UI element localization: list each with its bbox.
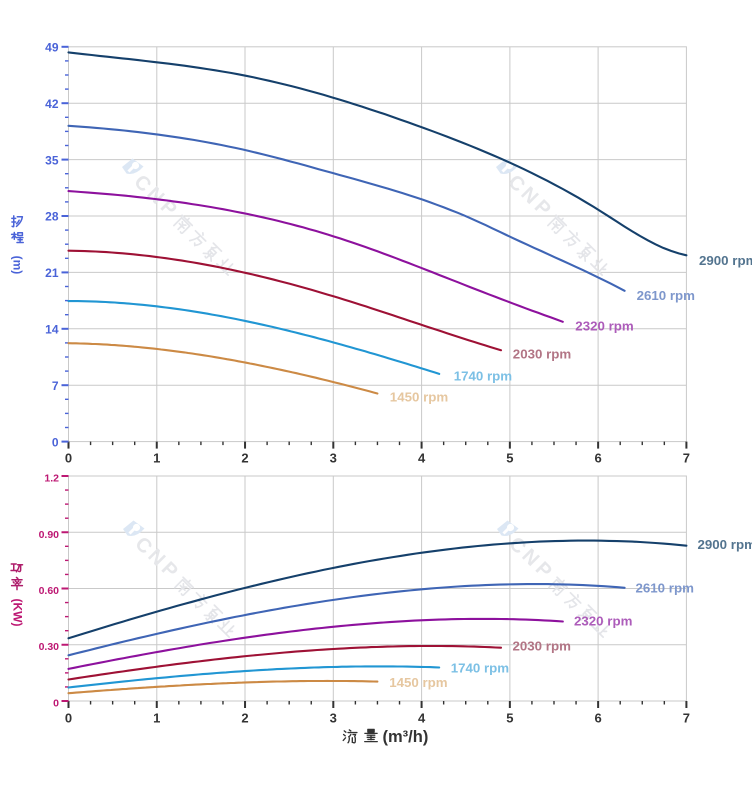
- svg-text:7: 7: [683, 451, 690, 466]
- svg-text:2: 2: [241, 451, 248, 466]
- svg-text:(m): (m): [11, 256, 25, 275]
- svg-text:14: 14: [45, 323, 59, 337]
- svg-text:21: 21: [45, 266, 59, 280]
- svg-text:0.90: 0.90: [39, 529, 60, 541]
- svg-text:2: 2: [241, 711, 248, 726]
- svg-text:0.60: 0.60: [39, 585, 60, 597]
- svg-text:49: 49: [45, 41, 59, 55]
- svg-text:3: 3: [330, 451, 337, 466]
- svg-text:2320 rpm: 2320 rpm: [574, 613, 632, 628]
- svg-text:1450 rpm: 1450 rpm: [390, 389, 448, 404]
- svg-text:1.2: 1.2: [44, 473, 59, 485]
- svg-text:28: 28: [45, 210, 59, 224]
- svg-text:7: 7: [683, 711, 690, 726]
- svg-text:5: 5: [506, 711, 513, 726]
- svg-text:(m³/h): (m³/h): [383, 728, 429, 746]
- svg-text:1740 rpm: 1740 rpm: [454, 369, 512, 384]
- svg-text:(KW): (KW): [11, 599, 25, 627]
- svg-text:7: 7: [52, 379, 59, 393]
- svg-text:2610 rpm: 2610 rpm: [637, 288, 695, 303]
- svg-text:2030 rpm: 2030 rpm: [513, 346, 571, 361]
- svg-text:2900 rpm: 2900 rpm: [699, 253, 752, 268]
- svg-text:0: 0: [65, 711, 72, 726]
- svg-text:5: 5: [506, 451, 513, 466]
- svg-text:3: 3: [330, 711, 337, 726]
- svg-text:6: 6: [594, 451, 601, 466]
- svg-text:4: 4: [418, 451, 426, 466]
- svg-text:0.30: 0.30: [39, 641, 60, 653]
- svg-text:2320 rpm: 2320 rpm: [575, 318, 633, 333]
- svg-text:0: 0: [52, 435, 59, 449]
- svg-text:0: 0: [65, 451, 72, 466]
- svg-text:2030 rpm: 2030 rpm: [513, 638, 571, 653]
- svg-text:0: 0: [53, 698, 59, 710]
- svg-text:6: 6: [594, 711, 601, 726]
- svg-text:42: 42: [45, 97, 59, 111]
- svg-text:35: 35: [45, 153, 59, 167]
- svg-text:1: 1: [153, 451, 160, 466]
- svg-text:4: 4: [418, 711, 426, 726]
- svg-text:2900 rpm: 2900 rpm: [698, 537, 752, 552]
- svg-text:1450 rpm: 1450 rpm: [389, 675, 447, 690]
- svg-text:2610 rpm: 2610 rpm: [636, 580, 694, 595]
- svg-text:1740 rpm: 1740 rpm: [451, 661, 509, 676]
- svg-text:1: 1: [153, 711, 160, 726]
